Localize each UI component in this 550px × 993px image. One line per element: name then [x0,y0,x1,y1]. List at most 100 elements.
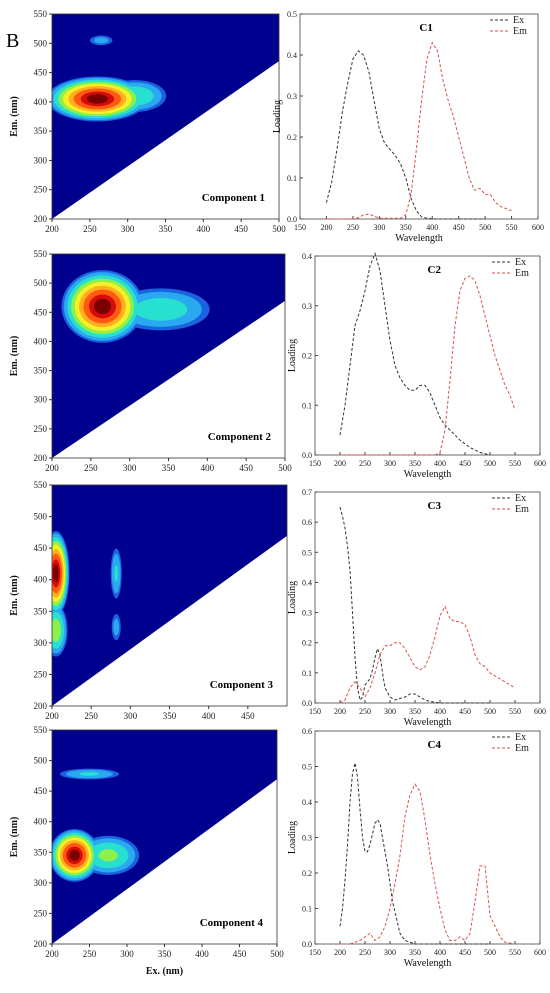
contour-level-9-peak-1 [69,849,80,861]
x-tick-label: 250 [83,949,97,959]
y-tick-label: 250 [34,185,48,195]
x-tick-label: 350 [409,459,421,468]
eem-panel-4: 200 250 300 350 400 450 500 200 250 300 350 400 450 5… [9,725,284,977]
x-axis-label: Wavelength [395,233,443,244]
x-tick-label: 550 [509,707,521,716]
x-tick-label: 250 [83,224,97,234]
series-line-em [340,275,516,456]
panel-letter: B [6,30,19,52]
y-tick-label: 250 [34,424,48,434]
x-tick-label: 550 [509,459,521,468]
y-tick-label: 0.1 [302,905,312,914]
legend-label-ex: Ex [513,15,524,26]
y-tick-label: 400 [34,97,48,107]
x-tick-label: 450 [241,711,255,721]
scatter-mask-triangle [52,300,286,459]
series-line-ex [339,506,490,704]
y-tick-label: 0.1 [302,669,312,678]
x-tick-label: 350 [409,707,421,716]
x-tick-label: 400 [426,223,438,232]
x-axis-label: Ex. (nm) [146,966,183,977]
y-tick-label: 500 [34,756,48,766]
contour-layers [52,768,140,882]
y-tick-label: 500 [34,512,48,522]
x-tick-label: 250 [359,459,371,468]
y-tick-label: 500 [34,38,48,48]
scatter-mask-triangle [52,779,278,945]
x-tick-label: 400 [434,948,446,957]
x-tick-label: 250 [84,711,98,721]
x-tick-label: 350 [159,224,173,234]
y-tick-label: 350 [34,847,48,857]
x-tick-label: 500 [479,223,491,232]
y-tick-label: 0.2 [302,869,312,878]
loading-panel-1: 150 200 250 300 350 400 450 500 550 600 0.0 0.1 0.2 0… [272,10,544,244]
x-tick-label: 200 [334,707,346,716]
component-label: Component 3 [210,679,274,691]
x-tick-label: 450 [234,224,248,234]
y-tick-label: 0.0 [302,451,312,460]
x-tick-label: 500 [272,224,286,234]
x-tick-label: 400 [197,224,211,234]
y-tick-label: 450 [34,786,48,796]
x-tick-label: 300 [123,463,137,473]
y-tick-label: 200 [34,453,48,463]
panels: 200 250 300 350 400 450 500 200 250 300 350 400 450 5… [9,9,546,977]
contour-level-9-peak-1 [93,298,112,315]
x-tick-label: 250 [84,463,98,473]
chart-title: C4 [428,739,442,751]
legend-label-em: Em [515,743,529,754]
y-tick-label: 0.1 [287,174,297,183]
contour-layers [52,35,167,122]
x-tick-label: 600 [532,223,544,232]
x-tick-label: 450 [453,223,465,232]
x-tick-label: 400 [202,711,216,721]
y-axis-label: Em. (nm) [9,575,20,616]
x-tick-label: 500 [484,459,496,468]
y-tick-label: 0.2 [302,639,312,648]
y-tick-label: 0.2 [302,352,312,361]
y-tick-label: 0.6 [302,727,312,736]
x-tick-label: 200 [320,223,332,232]
component-label: Component 4 [200,917,264,929]
x-tick-label: 450 [233,949,247,959]
x-tick-label: 250 [359,707,371,716]
contour-level-2-peak-4 [113,618,120,636]
y-tick-label: 550 [34,249,48,259]
x-tick-label: 350 [162,463,176,473]
contour-level-4-peak-2 [98,849,118,862]
y-tick-label: 0.0 [287,215,297,224]
y-tick-label: 0.3 [302,609,312,618]
y-tick-label: 0.0 [302,699,312,708]
legend-label-ex: Ex [515,732,526,743]
y-tick-label: 0.3 [287,92,297,101]
plot-frame [299,13,539,220]
y-axis-label: Loading [287,581,298,614]
series-line-em [339,605,516,704]
loading-panel-2: 150 200 250 300 350 400 450 500 550 600 0.0 0.1 0.2 0… [287,251,546,480]
y-tick-label: 200 [34,214,48,224]
x-tick-label: 300 [384,459,396,468]
x-tick-label: 200 [45,224,59,234]
eem-panel-3: 200 250 300 350 400 450 200 250 300 350 400 450 500 5… [9,480,288,721]
y-tick-label: 0.0 [302,940,312,949]
x-tick-label: 500 [278,463,292,473]
y-tick-label: 0.4 [302,798,312,807]
y-tick-label: 0.2 [287,133,297,142]
contour-level-4-peak-2 [52,618,61,642]
loading-panel-4: 150 200 250 300 350 400 450 500 550 600 0.0 0.1 0.2 0… [287,727,546,969]
x-tick-label: 450 [239,463,253,473]
series-line-ex [339,251,491,456]
x-tick-label: 550 [509,948,521,957]
y-tick-label: 250 [34,908,48,918]
y-tick-label: 0.4 [302,578,312,587]
y-tick-label: 350 [34,606,48,616]
eem-panel-1: 200 250 300 350 400 450 500 200 250 300 350 400 450 5… [9,9,286,234]
component-label: Component 1 [202,192,265,204]
x-tick-label: 550 [506,223,518,232]
x-tick-label: 150 [309,459,321,468]
contour-level-3-peak-2 [134,297,188,321]
x-tick-label: 500 [484,707,496,716]
x-tick-label: 200 [334,948,346,957]
